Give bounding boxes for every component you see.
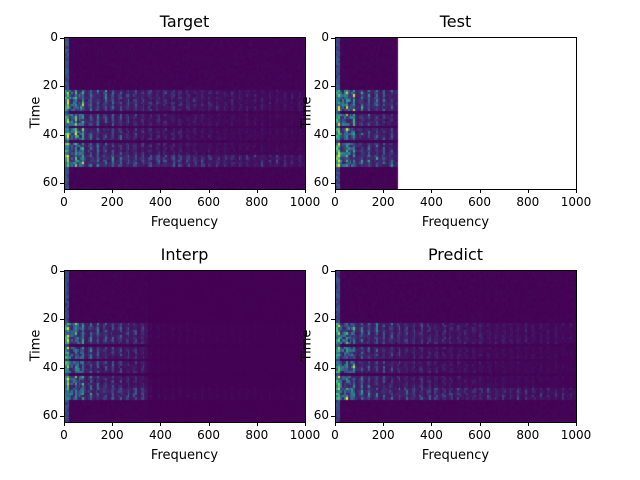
chart-title: Target xyxy=(159,12,210,31)
x-tick xyxy=(383,422,385,426)
x-tick xyxy=(431,189,433,193)
x-tick xyxy=(64,189,65,193)
x-tick xyxy=(527,422,529,426)
heatmap-target xyxy=(64,37,305,189)
heatmap-interp xyxy=(64,270,305,422)
y-tick xyxy=(331,319,335,321)
x-tick xyxy=(208,422,210,426)
y-tick-label: 40 xyxy=(42,359,58,374)
y-tick-label: 60 xyxy=(42,174,58,189)
subplot-interp: Interp Frequency Time 0 200 400 600 800 1000 0 20 4… xyxy=(29,245,321,463)
x-tick-label: 800 xyxy=(516,428,540,442)
y-tick-label: 60 xyxy=(313,174,329,189)
x-tick-label: 0 xyxy=(331,428,339,442)
x-tick xyxy=(112,422,114,426)
subplot-target: Target Frequency Time 0 200 400 600 800 1000 0 20 4… xyxy=(29,12,321,230)
x-tick xyxy=(305,422,306,426)
y-tick-label: 20 xyxy=(313,311,329,326)
x-tick-label: 600 xyxy=(468,195,492,209)
y-tick-label: 40 xyxy=(313,359,329,374)
y-tick xyxy=(331,415,335,417)
y-tick-label: 0 xyxy=(50,263,58,278)
y-tick xyxy=(60,86,64,88)
x-tick-label: 800 xyxy=(245,428,269,442)
chart-title: Interp xyxy=(160,245,209,264)
y-tick xyxy=(60,415,64,417)
x-tick-label: 400 xyxy=(148,428,172,442)
x-tick-label: 600 xyxy=(197,428,221,442)
subplot-predict: Predict Frequency Time 0 200 400 600 800 1000 0 20… xyxy=(300,245,592,463)
x-tick-label: 0 xyxy=(60,428,68,442)
x-tick xyxy=(256,422,258,426)
x-axis-label: Frequency xyxy=(150,215,219,230)
y-tick-label: 20 xyxy=(42,78,58,93)
x-tick xyxy=(479,422,481,426)
x-tick-label: 1000 xyxy=(289,428,321,442)
x-tick-label: 200 xyxy=(371,195,395,209)
x-tick-label: 0 xyxy=(60,195,68,209)
x-tick xyxy=(335,422,336,426)
x-tick xyxy=(335,189,336,193)
x-tick xyxy=(208,189,210,193)
y-tick xyxy=(331,182,335,184)
x-tick xyxy=(576,189,577,193)
y-tick xyxy=(331,38,335,40)
x-tick-label: 800 xyxy=(516,195,540,209)
y-tick-label: 0 xyxy=(321,263,329,278)
y-tick-label: 60 xyxy=(42,407,58,422)
x-tick xyxy=(527,189,529,193)
y-tick-label: 40 xyxy=(42,126,58,141)
subplot-test: Test Frequency Time 0 200 400 600 800 1000 0 20 40 6… xyxy=(300,12,592,230)
x-tick-label: 800 xyxy=(245,195,269,209)
x-tick xyxy=(160,422,162,426)
x-tick-label: 1000 xyxy=(560,195,592,209)
y-tick xyxy=(60,271,64,273)
y-tick-label: 20 xyxy=(313,78,329,93)
y-tick xyxy=(60,367,64,369)
y-tick xyxy=(331,367,335,369)
chart-title: Predict xyxy=(427,245,484,264)
x-tick xyxy=(305,189,306,193)
y-tick-label: 20 xyxy=(42,311,58,326)
x-tick-label: 400 xyxy=(419,428,443,442)
y-tick-label: 0 xyxy=(321,30,329,45)
x-tick xyxy=(576,422,577,426)
y-tick xyxy=(331,86,335,88)
chart-title: Test xyxy=(439,12,472,31)
x-tick xyxy=(383,189,385,193)
y-tick xyxy=(60,319,64,321)
x-tick-label: 600 xyxy=(197,195,221,209)
x-tick xyxy=(256,189,258,193)
x-tick xyxy=(64,422,65,426)
heatmap-test xyxy=(335,37,576,189)
x-tick xyxy=(160,189,162,193)
x-tick xyxy=(431,422,433,426)
x-tick-label: 200 xyxy=(371,428,395,442)
x-tick xyxy=(479,189,481,193)
y-tick xyxy=(331,271,335,273)
x-tick-label: 1000 xyxy=(560,428,592,442)
x-axis-label: Frequency xyxy=(150,448,219,463)
x-tick-label: 200 xyxy=(100,428,124,442)
y-tick xyxy=(60,134,64,136)
x-axis-label: Frequency xyxy=(421,215,490,230)
x-tick xyxy=(112,189,114,193)
y-tick-label: 40 xyxy=(313,126,329,141)
y-tick xyxy=(331,134,335,136)
x-tick-label: 600 xyxy=(468,428,492,442)
y-tick xyxy=(60,38,64,40)
x-axis-label: Frequency xyxy=(421,448,490,463)
x-tick-label: 200 xyxy=(100,195,124,209)
heatmap-predict xyxy=(335,270,576,422)
x-tick-label: 0 xyxy=(331,195,339,209)
x-tick-label: 400 xyxy=(148,195,172,209)
y-tick xyxy=(60,182,64,184)
y-tick-label: 0 xyxy=(50,30,58,45)
x-tick-label: 400 xyxy=(419,195,443,209)
x-tick-label: 1000 xyxy=(289,195,321,209)
y-tick-label: 60 xyxy=(313,407,329,422)
